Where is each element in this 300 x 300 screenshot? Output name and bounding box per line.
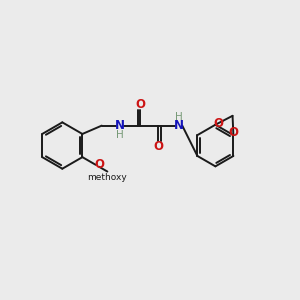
Text: O: O	[213, 117, 223, 130]
Text: N: N	[173, 119, 183, 132]
Text: O: O	[135, 98, 146, 111]
Text: methoxy: methoxy	[88, 173, 127, 182]
Text: O: O	[228, 126, 238, 139]
Text: N: N	[115, 119, 125, 132]
Text: H: H	[116, 130, 124, 140]
Text: O: O	[94, 158, 105, 171]
Text: H: H	[175, 112, 182, 122]
Text: O: O	[153, 140, 163, 153]
